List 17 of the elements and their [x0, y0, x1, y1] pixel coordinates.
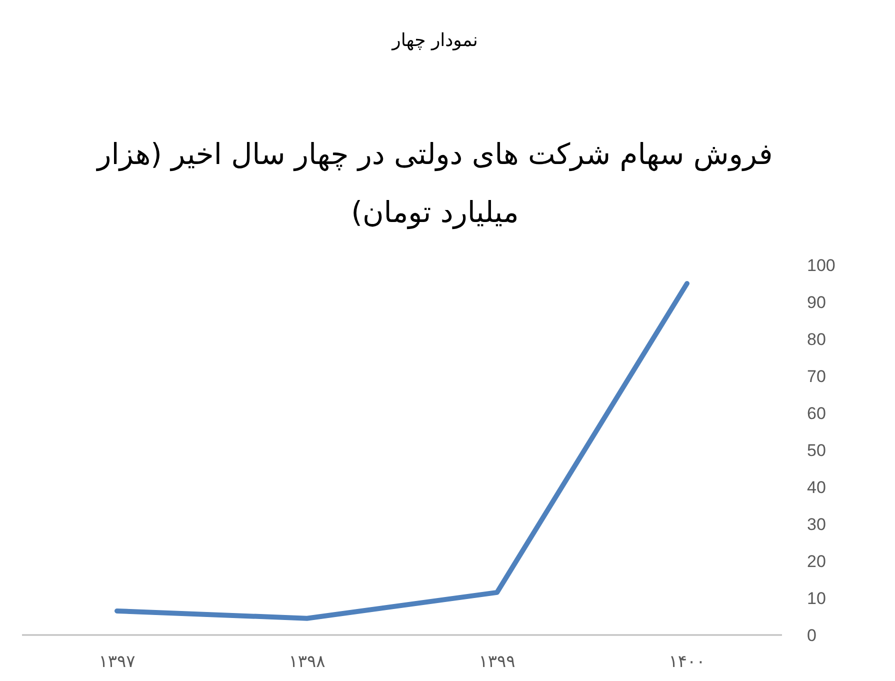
y-tick-label: 20 [807, 552, 826, 571]
y-tick-label: 70 [807, 367, 826, 386]
y-tick-label: 50 [807, 441, 826, 460]
y-tick-label: 90 [807, 293, 826, 312]
y-tick-label: 0 [807, 626, 816, 645]
y-tick-label: 30 [807, 515, 826, 534]
x-tick-label: ۱۳۹۹ [478, 652, 516, 672]
text: نمودار چهار [390, 30, 479, 51]
x-tick-label: ۱۴۰۰ [668, 652, 706, 672]
y-tick-label: 40 [807, 478, 826, 497]
y-tick-label: 10 [807, 589, 826, 608]
x-tick-label: ۱۳۹۷ [98, 652, 136, 672]
y-tick-label: 60 [807, 404, 826, 423]
chart-title: فروش سهام شرکت های دولتی در چهار سال اخیر (هزار میلیارد تومان) [96, 136, 774, 232]
y-tick-label: 80 [807, 330, 826, 349]
x-tick-label: ۱۳۹۸ [288, 652, 326, 672]
y-tick-label: 100 [807, 256, 836, 275]
